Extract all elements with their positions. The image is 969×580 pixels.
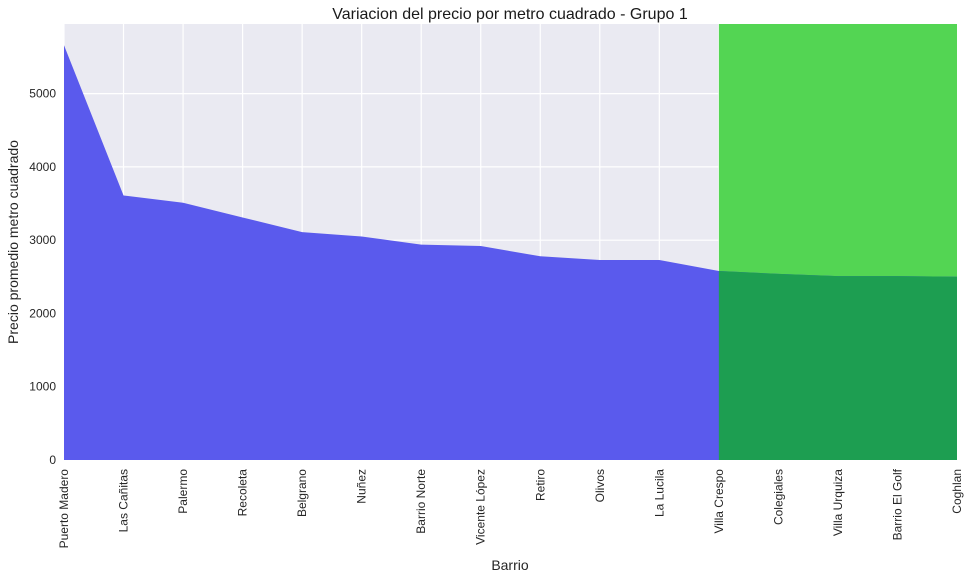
x-tick-label: Las Cañitas [117,469,131,532]
x-tick-label: Retiro [533,469,547,501]
x-tick-label: Barrio Norte [414,469,428,534]
y-tick-label: 5000 [29,87,56,101]
y-axis-label: Precio promedio metro cuadrado [5,140,21,344]
y-tick-label: 2000 [29,306,56,320]
area-series [63,45,958,460]
x-tick-label: Barrio El Golf [890,468,904,540]
x-tick-label: Belgrano [295,469,309,517]
x-tick-label: Vicente López [474,469,488,545]
y-tick-label: 0 [49,453,56,467]
y-axis-ticks: 0 1000 2000 3000 4000 5000 [29,87,56,467]
x-tick-label: Nuñez [355,469,369,504]
x-tick-label: Puerto Madero [57,469,71,549]
x-tick-label: Colegiales [771,469,785,525]
y-tick-label: 1000 [29,380,56,394]
x-axis-label: Barrio [491,557,529,573]
x-axis-ticks: Puerto Madero Las Cañitas Palermo Recoleta B… [57,468,964,548]
x-tick-label: Recoleta [236,469,250,517]
chart-title: Variacion del precio por metro cuadrado … [332,6,688,23]
x-tick-label: La Lucila [652,469,666,517]
x-tick-label: Coghlan [950,469,964,514]
y-tick-label: 4000 [29,160,56,174]
x-tick-label: Villa Crespo [712,469,726,534]
x-tick-label: Palermo [176,469,190,514]
x-tick-label: Villa Urquiza [831,469,845,536]
x-tick-label: Olivos [593,469,607,502]
y-tick-label: 3000 [29,233,56,247]
highlight-area-fill [718,270,957,460]
